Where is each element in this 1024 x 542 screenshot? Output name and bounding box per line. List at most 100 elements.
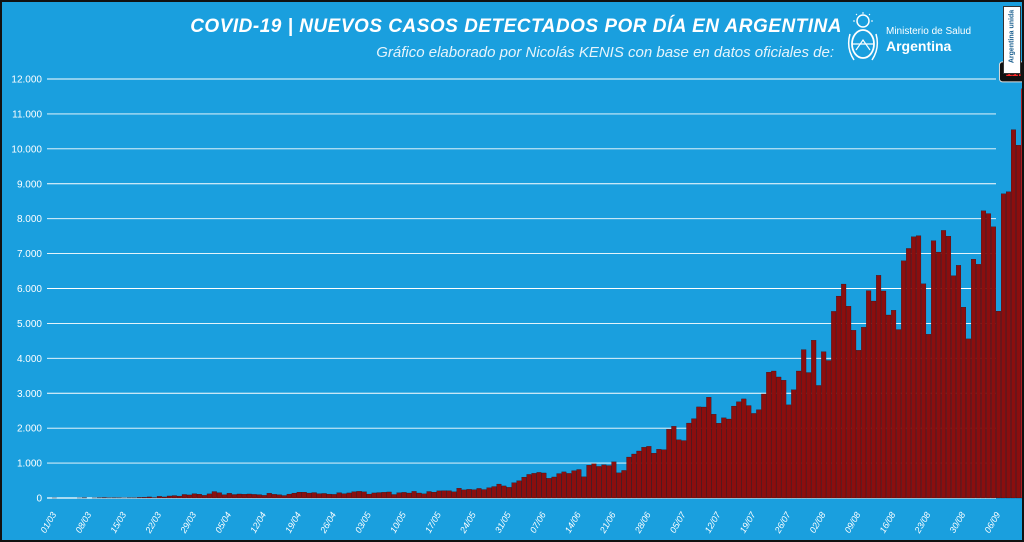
bar xyxy=(251,494,257,499)
bar xyxy=(671,426,677,499)
x-tick-label: 28/06 xyxy=(632,510,652,535)
bar xyxy=(761,393,767,499)
x-tick-label: 23/08 xyxy=(912,510,932,535)
y-tick-label: 1.000 xyxy=(17,459,42,470)
bar xyxy=(941,230,947,499)
bar xyxy=(456,488,462,499)
bar xyxy=(296,492,302,499)
bar xyxy=(316,493,322,499)
x-tick-label: 08/03 xyxy=(73,510,93,535)
bar xyxy=(231,494,237,499)
bar xyxy=(656,449,662,499)
bar xyxy=(576,469,582,499)
bar xyxy=(931,240,937,499)
bar xyxy=(276,494,282,499)
bar xyxy=(771,370,777,499)
x-tick-label: 15/03 xyxy=(108,510,128,535)
bar xyxy=(821,351,827,499)
bar xyxy=(281,495,287,499)
bar xyxy=(521,476,527,499)
bar xyxy=(611,461,617,499)
x-tick-label: 17/05 xyxy=(423,509,443,534)
bar xyxy=(536,472,542,499)
bar xyxy=(841,283,847,499)
bar xyxy=(171,495,177,499)
bar xyxy=(341,493,347,499)
bar xyxy=(191,493,197,499)
x-tick-label: 29/03 xyxy=(178,510,198,535)
bar xyxy=(796,370,802,499)
bar xyxy=(951,275,957,499)
bar xyxy=(916,235,922,499)
bar xyxy=(956,265,962,499)
bar xyxy=(741,398,747,499)
bar xyxy=(641,447,647,499)
bar xyxy=(261,495,267,499)
bar xyxy=(226,493,232,499)
bar xyxy=(631,453,637,499)
bar xyxy=(976,264,981,499)
bar xyxy=(946,236,952,499)
bar xyxy=(596,466,602,499)
bar xyxy=(346,492,352,499)
x-tick-label: 12/04 xyxy=(248,510,268,535)
bar xyxy=(826,360,832,499)
bar xyxy=(406,492,412,499)
bar-peak xyxy=(1020,88,1022,499)
bar xyxy=(606,465,612,499)
bar xyxy=(526,474,532,499)
y-axis-labels: 0 1.000 2.000 3.000 4.000 5.000 6.000 7.000 8.00… xyxy=(11,75,42,505)
bar xyxy=(161,496,167,499)
bar xyxy=(401,492,407,499)
bar xyxy=(361,491,367,499)
y-tick-label: 10.000 xyxy=(11,144,42,155)
bar xyxy=(201,495,207,499)
bar xyxy=(321,493,327,499)
bar xyxy=(986,213,991,499)
bar xyxy=(811,340,817,499)
bar xyxy=(371,492,377,499)
bar xyxy=(551,476,557,499)
bar xyxy=(646,446,652,499)
bar xyxy=(716,423,722,499)
bar xyxy=(436,490,442,499)
bar xyxy=(691,418,697,499)
bar xyxy=(336,492,342,499)
y-tick-label: 12.000 xyxy=(11,75,42,86)
gridlines xyxy=(47,78,996,499)
badge-text: Argentina unida xyxy=(1008,9,1016,64)
bar xyxy=(856,350,862,499)
bar xyxy=(211,491,217,499)
x-tick-label: 02/08 xyxy=(808,510,828,535)
x-tick-label: 19/04 xyxy=(283,510,303,535)
bar xyxy=(311,492,317,499)
bar xyxy=(1001,193,1006,499)
bar xyxy=(476,488,482,499)
y-tick-label: 3.000 xyxy=(17,389,42,400)
bar xyxy=(861,327,867,499)
bar xyxy=(246,493,252,499)
bar xyxy=(961,307,967,499)
bar xyxy=(566,473,572,499)
x-tick-label: 01/03 xyxy=(38,510,58,535)
argentina-unida-badge: Argentina unida xyxy=(1003,6,1021,74)
bar xyxy=(921,283,927,499)
bar xyxy=(516,480,522,499)
bar xyxy=(831,311,837,499)
bars xyxy=(52,88,1022,499)
bar xyxy=(966,338,972,499)
bar xyxy=(426,491,432,499)
bar xyxy=(871,300,877,499)
bar xyxy=(621,470,627,499)
bar xyxy=(451,491,457,499)
bar xyxy=(176,495,182,499)
bar xyxy=(711,414,717,499)
x-tick-label: 07/06 xyxy=(528,510,548,535)
bar xyxy=(446,490,452,499)
y-tick-label: 6.000 xyxy=(17,284,42,295)
x-tick-label: 12/07 xyxy=(703,509,723,534)
bar xyxy=(396,492,402,499)
bar xyxy=(591,463,597,499)
bar xyxy=(461,489,467,499)
bar xyxy=(256,494,262,499)
